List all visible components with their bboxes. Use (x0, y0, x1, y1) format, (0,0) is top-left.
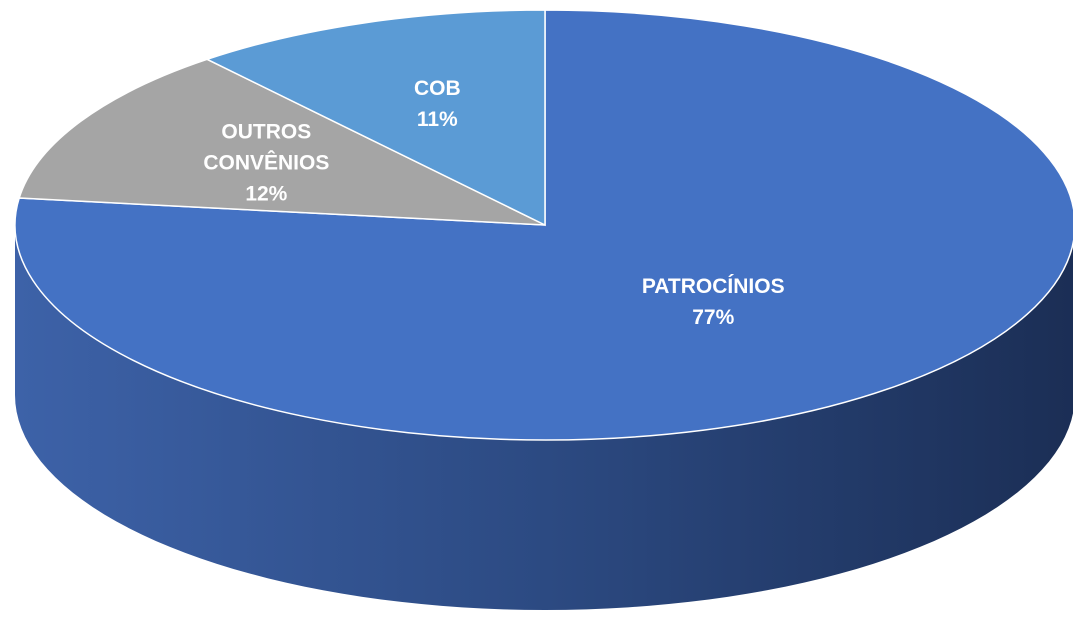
slice-label: COB 11% (362, 73, 512, 135)
slice-side (15, 225, 1073, 610)
category-label: PATROCÍNIOS (641, 275, 785, 299)
slice-label: PATROCÍNIOS 77% (628, 271, 798, 333)
value-label: 12% (245, 182, 288, 206)
category-label: COB (413, 76, 461, 100)
slice-label: OUTROS CONVÊNIOS 12% (191, 116, 341, 209)
value-label: 11% (416, 107, 458, 131)
category-label: OUTROS CONVÊNIOS (203, 120, 330, 175)
slice (205, 9, 546, 227)
slice (18, 58, 546, 226)
value-label: 77% (692, 306, 735, 330)
